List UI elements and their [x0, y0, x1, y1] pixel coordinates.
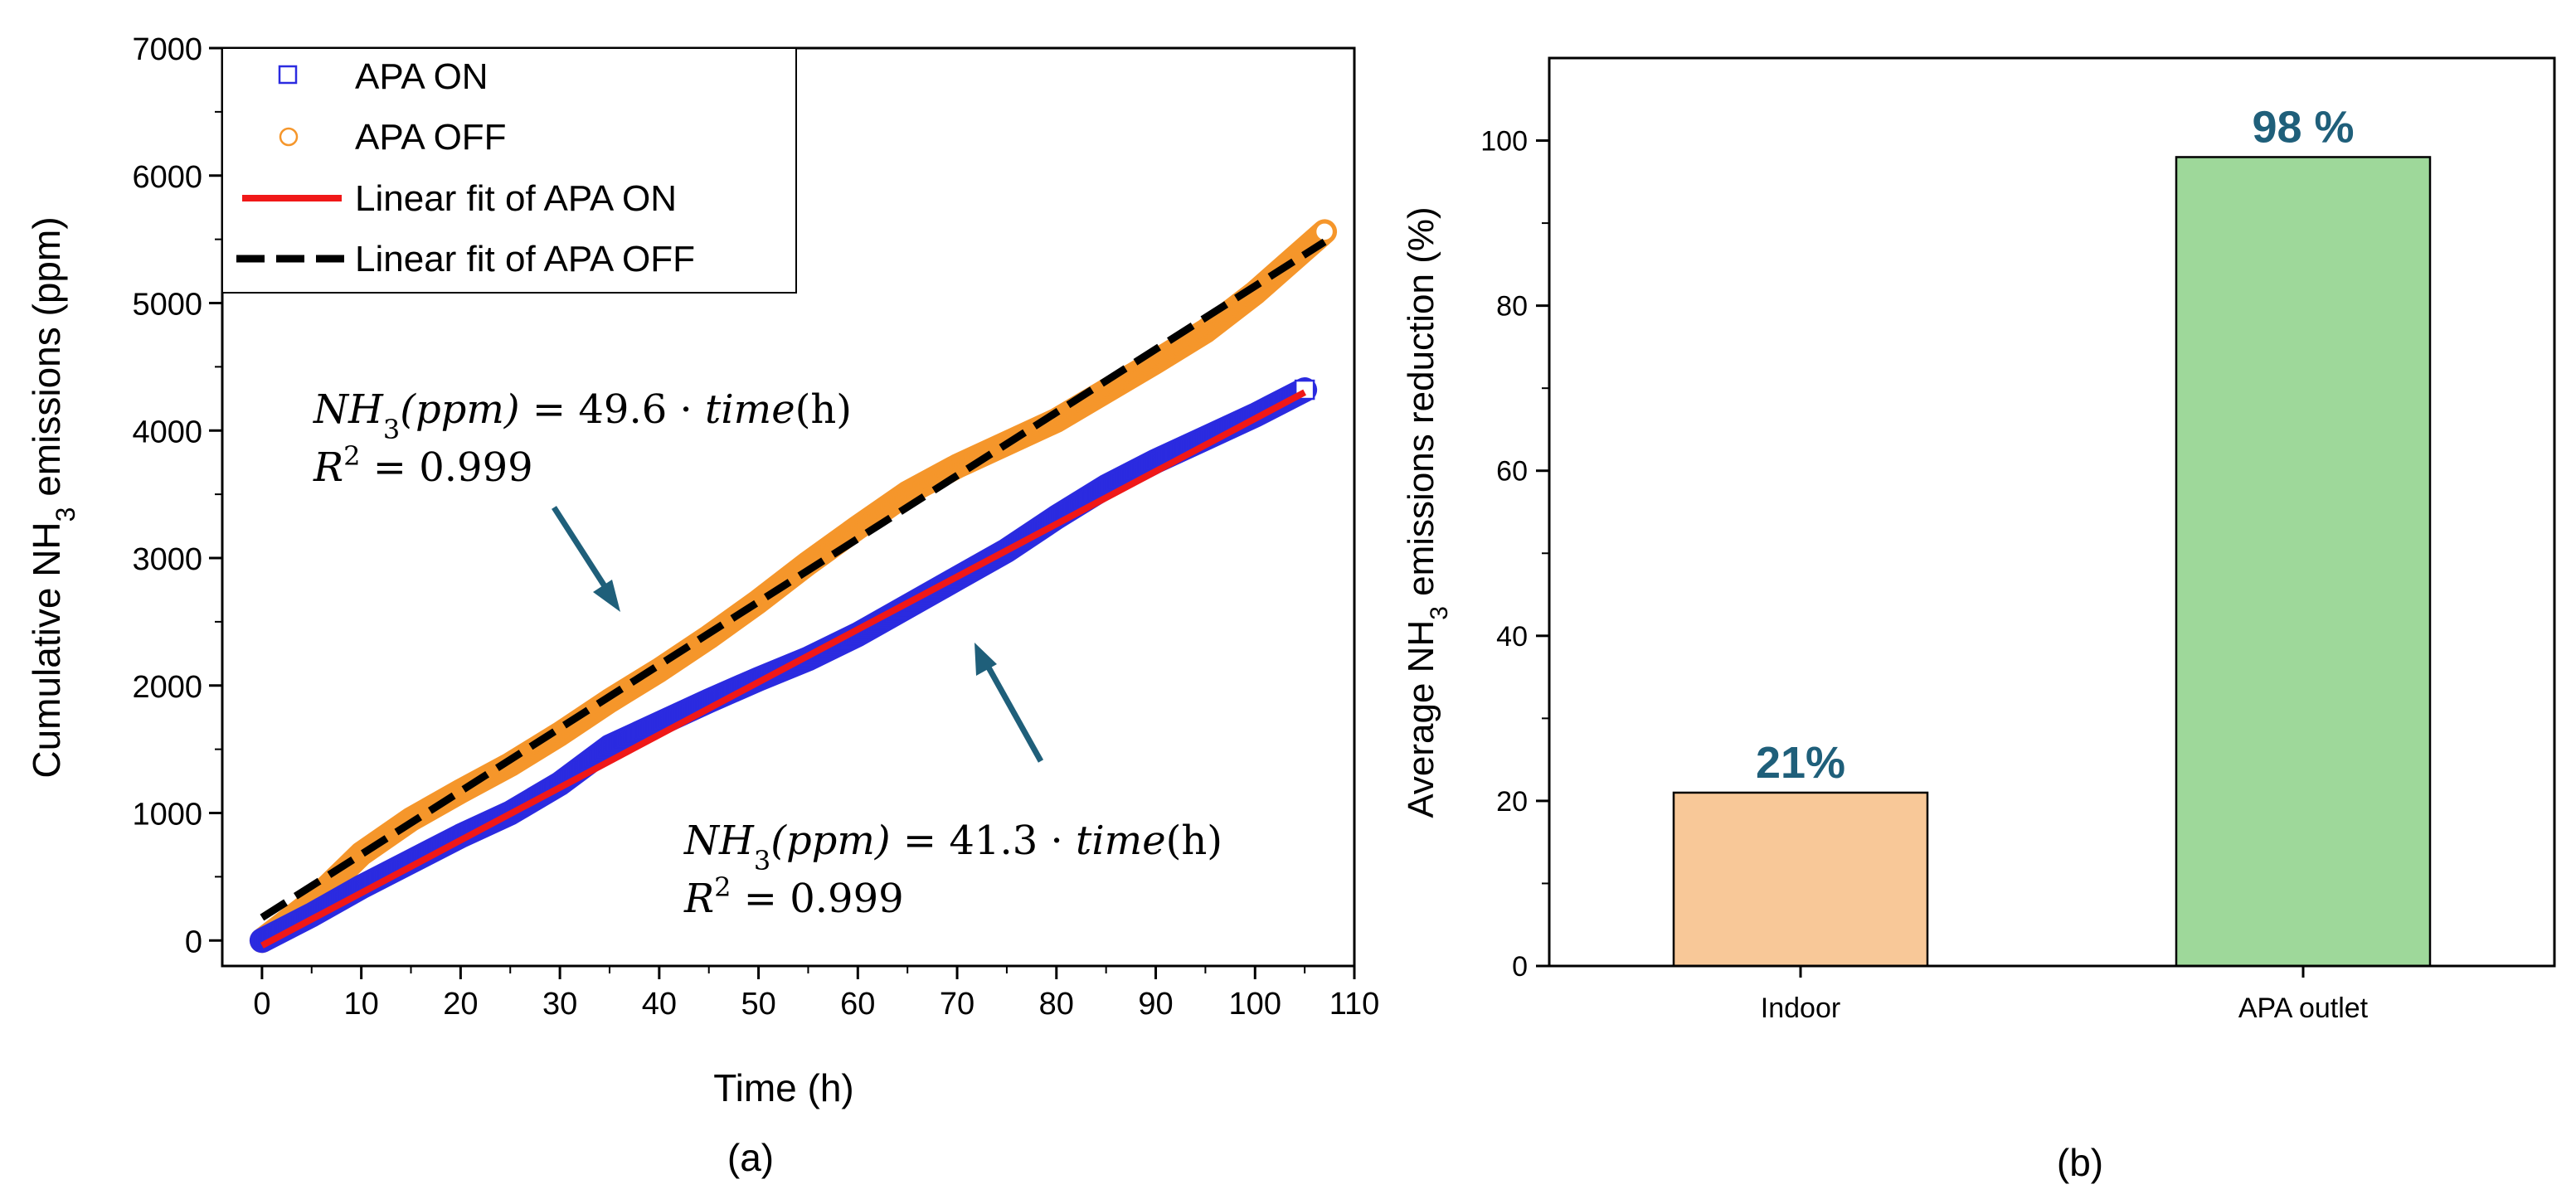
equation-apa-on-line1: NH3(ppm) = 41.3 · time(h) [683, 818, 1222, 876]
panel-b-x-ticks: Indoor APA outlet [1761, 966, 2369, 1024]
y-tick-label: 20 [1496, 786, 1528, 818]
arrow-to-apa-off [552, 506, 620, 612]
x-tick-label: 20 [443, 987, 478, 1022]
panel-b-data-labels: 21% 98 % [1756, 102, 2355, 788]
panel-a-x-axis-label: Time (h) [713, 1066, 854, 1109]
panel-a-y-ticks: 0 1000 2000 3000 4000 5000 6000 7000 [132, 32, 222, 959]
x-tick-label: APA outlet [2238, 993, 2369, 1024]
x-tick-label: 100 [1229, 987, 1281, 1022]
data-label-apa-outlet: 98 % [2252, 102, 2354, 152]
equation-apa-off-line2: R2 = 0.999 [313, 440, 533, 491]
x-tick-label: 90 [1138, 987, 1173, 1022]
legend-label-fit-off: Linear fit of APA OFF [355, 239, 695, 279]
y-tick-label: 2000 [132, 670, 202, 705]
equation-apa-off: NH3(ppm) = 49.6 · time(h) R2 = 0.999 [313, 386, 852, 491]
panel-a-x-ticks: 0 10 20 30 40 50 60 70 80 90 100 110 [253, 966, 1379, 1022]
legend-label-apa-off: APA OFF [355, 117, 507, 158]
data-point-apa-off [1205, 318, 1221, 333]
x-tick-label: 110 [1329, 987, 1380, 1022]
y-tick-label: 3000 [132, 542, 202, 577]
y-tick-label: 5000 [132, 288, 202, 323]
y-tick-label: 6000 [132, 160, 202, 195]
panel-b-bars [1672, 156, 2432, 968]
arrow-to-apa-off-head [593, 580, 620, 612]
data-point-apa-off [748, 595, 764, 611]
equation-apa-on: NH3(ppm) = 41.3 · time(h) R2 = 0.999 [683, 818, 1222, 922]
panel-b-plot-frame [1548, 56, 2556, 968]
panel-b-y-ticks: 0 20 40 60 80 100 [1480, 126, 1549, 983]
x-tick-label: Indoor [1761, 993, 1840, 1024]
equation-apa-on-line2: R2 = 0.999 [683, 871, 904, 922]
data-point-apa-off [1222, 304, 1238, 320]
arrow-to-apa-on [975, 643, 1044, 763]
data-point-apa-off [783, 569, 799, 585]
x-tick-label: 60 [840, 987, 875, 1022]
data-point-apa-off [1227, 300, 1243, 316]
bar-indoor [1672, 791, 1929, 968]
legend-label-apa-on: APA ON [355, 56, 488, 97]
panel-b-label: (b) [2057, 1141, 2103, 1184]
x-tick-label: 80 [1039, 987, 1074, 1022]
fit-line-apa-on [260, 389, 1307, 949]
x-tick-label: 0 [253, 987, 270, 1022]
data-label-indoor: 21% [1756, 738, 1845, 788]
data-point-apa-off [1198, 323, 1213, 339]
panel-a: 0 10 20 30 40 50 60 70 80 90 100 110 0 1000 2000 3000 4… [25, 32, 1379, 1179]
panel-a-label: (a) [727, 1136, 774, 1179]
data-point-apa-off [1215, 310, 1231, 326]
data-point-apa-off [1203, 319, 1218, 335]
arrow-to-apa-on-head [975, 643, 997, 676]
legend-box [221, 47, 797, 294]
panel-b: 0 20 40 60 80 100 Indoor APA outlet 21% 98 % Av… [1401, 56, 2556, 1184]
y-tick-label: 60 [1496, 456, 1528, 488]
legend-marker-apa-on [278, 65, 298, 85]
data-point-apa-off [1208, 316, 1223, 332]
panel-a-y-axis-label: Cumulative NH3 emissions (ppm) [25, 216, 80, 778]
panel-a-fit-lines [260, 238, 1327, 949]
x-tick-label: 40 [642, 987, 677, 1022]
panel-a-legend: APA ON APA OFF Linear fit of APA ON Line… [221, 47, 797, 294]
legend-marker-apa-off [279, 127, 299, 147]
y-tick-label: 80 [1496, 291, 1528, 323]
equation-apa-off-line1: NH3(ppm) = 49.6 · time(h) [313, 386, 852, 445]
bar-apa-outlet [2175, 156, 2432, 968]
data-point-apa-off [751, 594, 766, 609]
y-tick-label: 40 [1496, 621, 1528, 653]
data-point-apa-off [1210, 313, 1226, 329]
y-tick-label: 100 [1480, 126, 1528, 158]
y-tick-label: 0 [1512, 951, 1528, 983]
x-tick-label: 50 [741, 987, 775, 1022]
panel-b-y-axis-label: Average NH3 emissions reduction (%) [1401, 206, 1453, 818]
x-tick-label: 10 [343, 987, 378, 1022]
data-point-apa-off [1213, 312, 1228, 328]
y-tick-label: 0 [185, 925, 202, 959]
y-tick-label: 7000 [132, 32, 202, 67]
y-tick-label: 1000 [132, 798, 202, 832]
data-point-apa-off-last [1314, 221, 1335, 242]
legend-label-fit-on: Linear fit of APA ON [355, 178, 677, 219]
fit-line-apa-off [260, 238, 1327, 921]
y-tick-label: 4000 [132, 415, 202, 449]
arrow-to-apa-off-shaft [552, 506, 609, 590]
arrow-to-apa-on-shaft [985, 666, 1044, 763]
data-point-apa-off [1225, 302, 1241, 318]
x-tick-label: 30 [542, 987, 577, 1022]
x-tick-label: 70 [940, 987, 975, 1022]
data-point-apa-off [1200, 322, 1216, 337]
